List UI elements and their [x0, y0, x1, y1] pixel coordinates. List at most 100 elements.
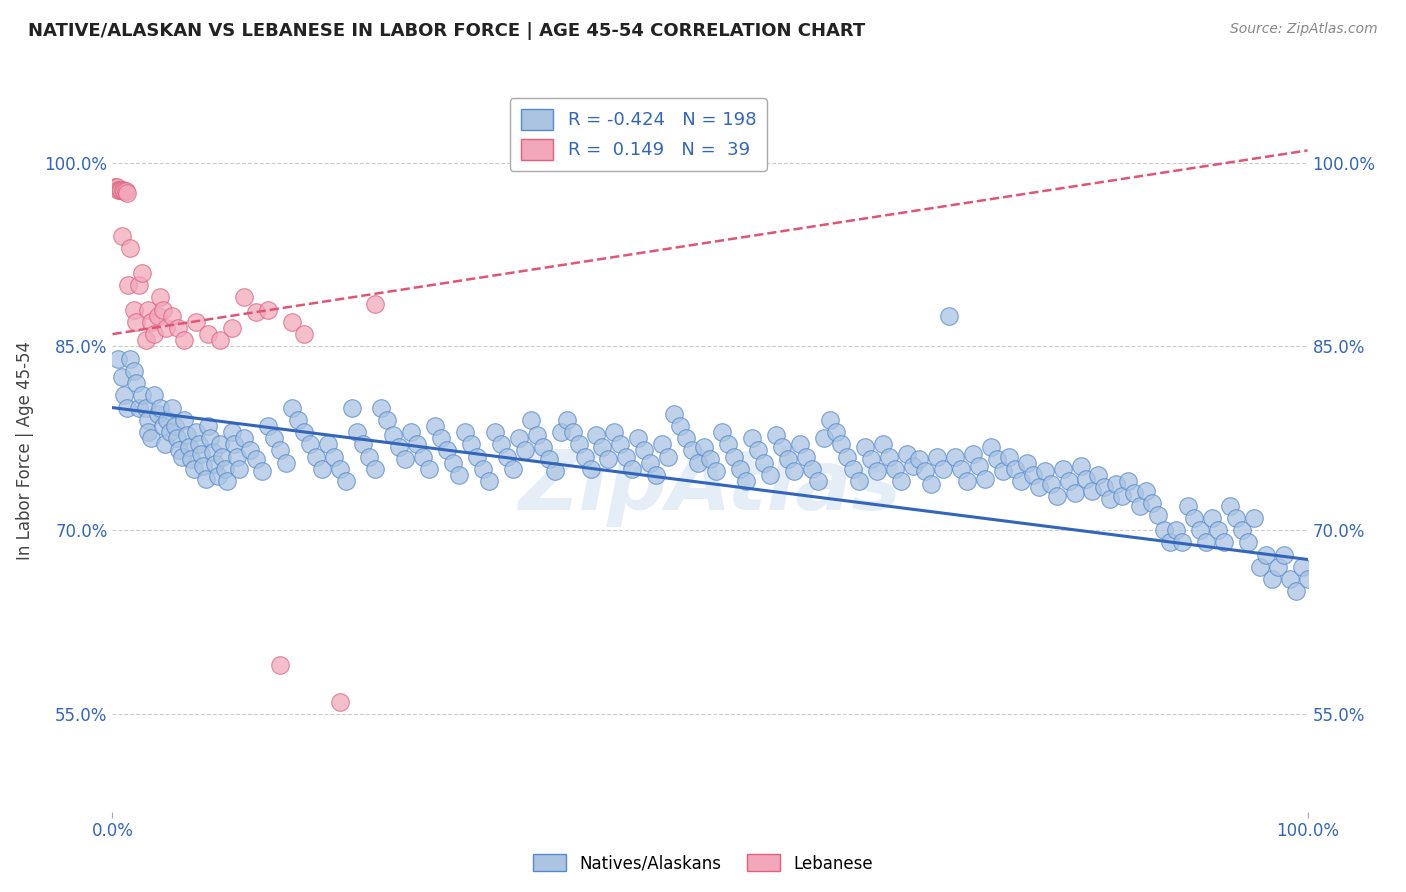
Point — [245, 452, 267, 467]
Point — [848, 474, 870, 488]
Point — [120, 351, 142, 366]
Point — [1052, 462, 1074, 476]
Point — [114, 184, 136, 198]
Point — [418, 462, 440, 476]
Point — [173, 413, 195, 427]
Point — [111, 370, 134, 384]
Point — [135, 333, 157, 347]
Point — [1159, 535, 1181, 549]
Point — [221, 321, 243, 335]
Point — [711, 425, 734, 439]
Point — [104, 180, 127, 194]
Point — [1278, 572, 1301, 586]
Point — [412, 450, 434, 464]
Point — [228, 462, 250, 476]
Point — [311, 462, 333, 476]
Point — [149, 290, 172, 304]
Point — [143, 388, 166, 402]
Point — [807, 474, 830, 488]
Point — [250, 464, 273, 478]
Point — [217, 474, 239, 488]
Point — [225, 450, 247, 464]
Point — [305, 450, 328, 464]
Point — [430, 431, 453, 445]
Point — [108, 183, 131, 197]
Point — [180, 452, 202, 467]
Point — [115, 186, 138, 201]
Text: Source: ZipAtlas.com: Source: ZipAtlas.com — [1230, 22, 1378, 37]
Point — [125, 376, 148, 390]
Point — [664, 407, 686, 421]
Point — [1243, 511, 1265, 525]
Point — [322, 450, 344, 464]
Point — [209, 333, 232, 347]
Point — [114, 388, 135, 402]
Point — [364, 462, 387, 476]
Point — [640, 456, 662, 470]
Point — [669, 419, 692, 434]
Point — [239, 443, 262, 458]
Point — [1153, 523, 1175, 537]
Point — [1081, 483, 1104, 498]
Point — [496, 450, 519, 464]
Point — [245, 305, 267, 319]
Point — [1004, 462, 1026, 476]
Point — [131, 266, 153, 280]
Point — [152, 302, 174, 317]
Point — [723, 450, 745, 464]
Point — [441, 456, 464, 470]
Point — [1296, 572, 1319, 586]
Point — [1249, 559, 1271, 574]
Point — [1039, 476, 1062, 491]
Legend: Natives/Alaskans, Lebanese: Natives/Alaskans, Lebanese — [526, 847, 880, 880]
Point — [292, 425, 315, 439]
Point — [568, 437, 591, 451]
Point — [1182, 511, 1205, 525]
Y-axis label: In Labor Force | Age 45-54: In Labor Force | Age 45-54 — [15, 341, 34, 560]
Point — [287, 413, 309, 427]
Point — [329, 462, 352, 476]
Legend: R = -0.424   N = 198, R =  0.149   N =  39: R = -0.424 N = 198, R = 0.149 N = 39 — [510, 98, 766, 170]
Point — [1147, 508, 1170, 523]
Point — [183, 462, 205, 476]
Point — [842, 462, 865, 476]
Point — [943, 450, 966, 464]
Point — [1171, 535, 1194, 549]
Point — [131, 388, 153, 402]
Point — [146, 309, 169, 323]
Point — [962, 447, 984, 461]
Point — [472, 462, 495, 476]
Point — [447, 467, 470, 482]
Point — [543, 464, 565, 478]
Point — [1237, 535, 1260, 549]
Point — [681, 443, 703, 458]
Point — [153, 437, 176, 451]
Point — [824, 425, 846, 439]
Point — [484, 425, 506, 439]
Point — [645, 467, 668, 482]
Point — [177, 440, 200, 454]
Point — [609, 437, 631, 451]
Point — [159, 425, 181, 439]
Point — [1010, 474, 1032, 488]
Point — [502, 462, 524, 476]
Point — [752, 456, 775, 470]
Point — [657, 450, 679, 464]
Point — [1272, 548, 1295, 562]
Point — [221, 425, 243, 439]
Point — [298, 437, 321, 451]
Point — [741, 431, 763, 445]
Point — [537, 452, 560, 467]
Point — [190, 447, 212, 461]
Point — [1267, 559, 1289, 574]
Point — [1213, 535, 1236, 549]
Point — [209, 437, 232, 451]
Point — [224, 437, 246, 451]
Point — [166, 431, 188, 445]
Text: NATIVE/ALASKAN VS LEBANESE IN LABOR FORCE | AGE 45-54 CORRELATION CHART: NATIVE/ALASKAN VS LEBANESE IN LABOR FORC… — [28, 22, 865, 40]
Point — [401, 425, 423, 439]
Point — [120, 241, 142, 255]
Point — [156, 413, 179, 427]
Point — [1123, 486, 1146, 500]
Point — [813, 431, 835, 445]
